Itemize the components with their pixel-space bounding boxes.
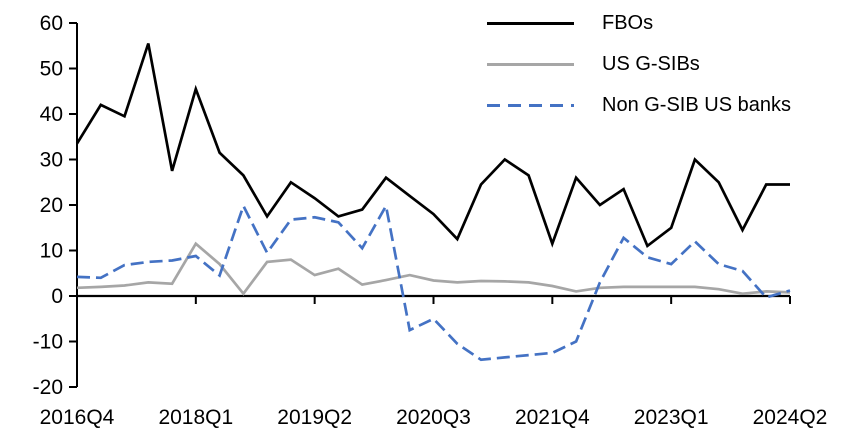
y-tick-label: 30 [40,149,63,172]
y-tick-label: 0 [51,285,63,308]
legend-label-fbos: FBOs [602,12,654,34]
y-tick-label: -10 [33,331,63,354]
series-line-fbos [75,43,790,249]
legend-label-non-gsib: Non G-SIB US banks [602,94,791,116]
y-tick-label: 20 [40,194,63,217]
y-tick-label: 10 [40,240,63,263]
legend-line-sample-fbos [487,22,574,25]
legend-row-us-gsibs: US G-SIBs [487,44,791,85]
series-line-non-g-sib-us-banks [76,202,791,362]
legend-row-non-gsib: Non G-SIB US banks [487,85,791,126]
x-tick-label: 2019Q2 [277,406,352,429]
legend-line-sample-non-gsib [487,104,574,107]
legend-row-fbos: FBOs [487,3,791,44]
y-tick-label: -20 [33,376,63,399]
y-tick-label: 50 [40,58,63,81]
x-tick-label: 2021Q4 [515,406,590,429]
x-tick-label: 2023Q1 [634,406,709,429]
y-tick-label: 40 [40,103,63,126]
x-tick-label: 2016Q4 [40,406,115,429]
x-tick-label: 2018Q1 [158,406,233,429]
legend-label-us-gsibs: US G-SIBs [602,53,700,75]
y-tick-label: 60 [40,12,63,35]
series-line-us-g-sibs [76,241,791,296]
legend-line-sample-us-gsibs [487,63,574,66]
x-tick-label: 2024Q2 [753,406,828,429]
x-tick-label: 2020Q3 [396,406,471,429]
legend: FBOs US G-SIBs Non G-SIB US banks [487,3,791,126]
